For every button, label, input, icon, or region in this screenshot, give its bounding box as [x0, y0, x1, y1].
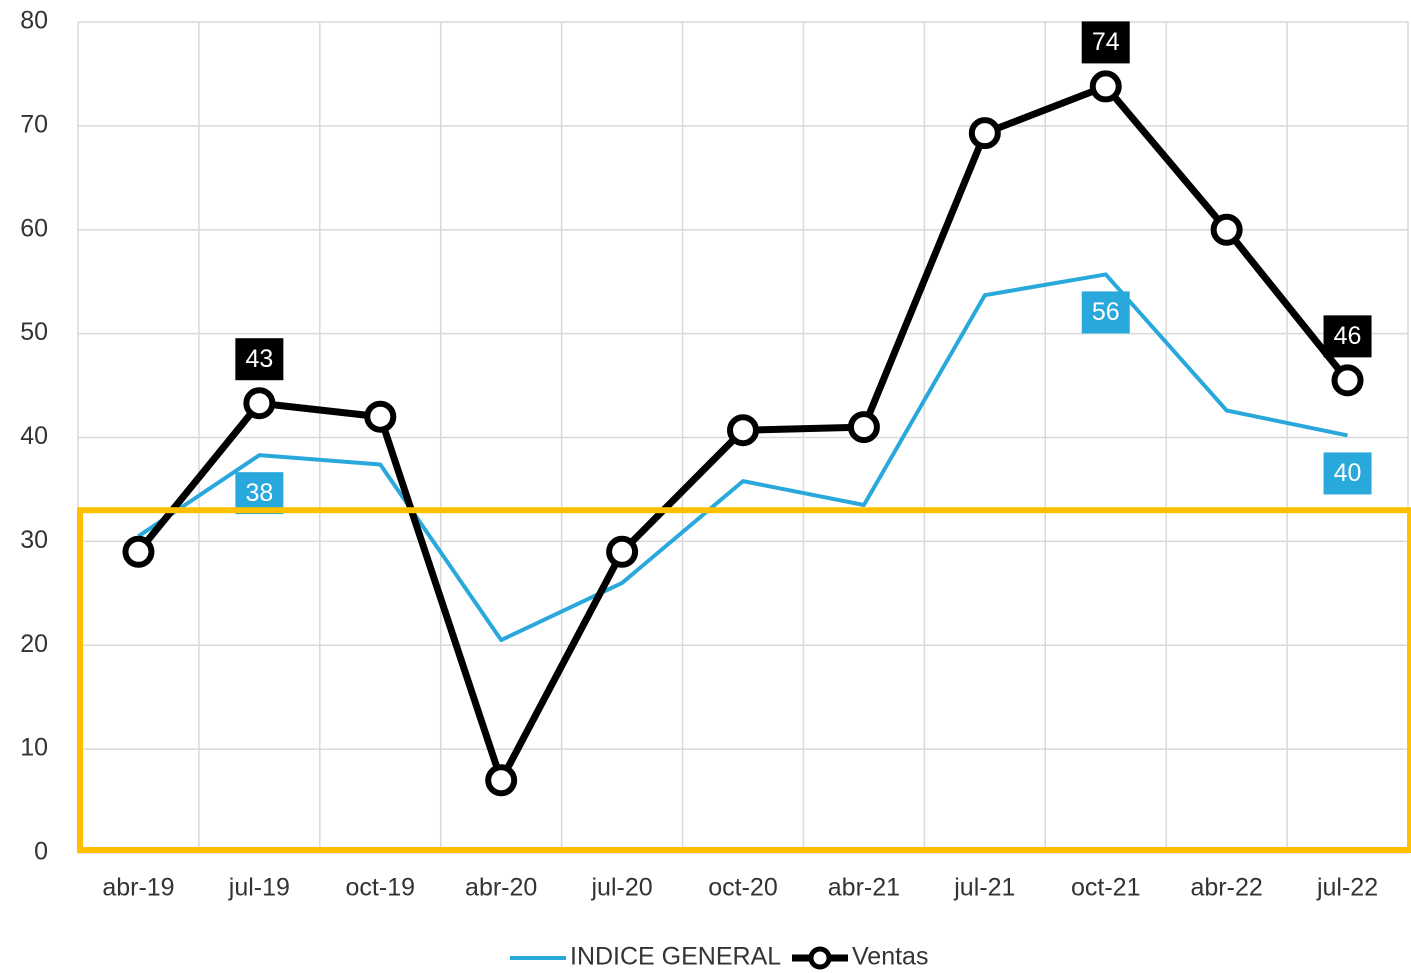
legend-label: INDICE GENERAL: [570, 943, 781, 971]
marker: [847, 411, 880, 444]
marker: [727, 414, 759, 447]
marker: [1089, 70, 1122, 103]
x-tick-label: oct-20: [708, 874, 777, 902]
data-label-text: 56: [1092, 298, 1120, 326]
x-tick-label: jul-19: [228, 874, 290, 902]
y-tick-label: 20: [20, 630, 48, 658]
y-tick-label: 30: [20, 526, 48, 554]
data-label-text: 40: [1334, 459, 1362, 487]
x-tick-label: jul-21: [953, 874, 1015, 902]
marker: [968, 117, 1001, 150]
data-label-box: [235, 338, 284, 381]
data-label-box: [1081, 291, 1130, 334]
data-label: 56: [1081, 291, 1130, 334]
data-label-text: 43: [245, 345, 273, 373]
marker: [606, 535, 639, 568]
x-tick-label: abr-20: [465, 874, 537, 902]
y-tick-label: 80: [20, 7, 48, 35]
x-tick-label: jul-22: [1316, 874, 1378, 902]
data-label-text: 74: [1092, 28, 1120, 56]
x-tick-label: oct-19: [346, 874, 415, 902]
data-label-text: 38: [245, 479, 273, 507]
data-label: 46: [1323, 315, 1372, 358]
legend-label: Ventas: [852, 943, 928, 971]
x-tick-label: oct-21: [1071, 874, 1140, 902]
y-tick-label: 40: [20, 422, 48, 450]
data-label-box: [1081, 21, 1130, 64]
marker: [1210, 213, 1243, 246]
marker: [364, 400, 397, 433]
y-tick-label: 60: [20, 214, 48, 242]
highlight-box: [77, 507, 1411, 853]
series-line: [137, 272, 1348, 643]
data-label: 74: [1081, 21, 1130, 64]
y-tick-label: 70: [20, 110, 48, 138]
marker: [122, 535, 155, 568]
data-label: 38: [235, 472, 284, 515]
y-tick-label: 50: [20, 318, 48, 346]
data-label-box: [1323, 452, 1372, 495]
data-label: 43: [235, 338, 284, 381]
marker: [243, 387, 276, 420]
x-tick-label: abr-21: [828, 874, 900, 902]
y-tick-label: 0: [34, 838, 48, 866]
x-tick-label: abr-22: [1191, 874, 1263, 902]
data-label-text: 46: [1334, 322, 1362, 350]
legend-marker: [808, 946, 832, 970]
data-label-box: [235, 472, 284, 515]
marker: [485, 764, 518, 797]
data-label: 40: [1323, 452, 1372, 495]
data-label-box: [1323, 315, 1372, 358]
x-tick-label: jul-20: [591, 874, 653, 902]
marker: [1331, 364, 1364, 397]
y-tick-label: 10: [20, 734, 48, 762]
x-tick-label: abr-19: [102, 874, 174, 902]
